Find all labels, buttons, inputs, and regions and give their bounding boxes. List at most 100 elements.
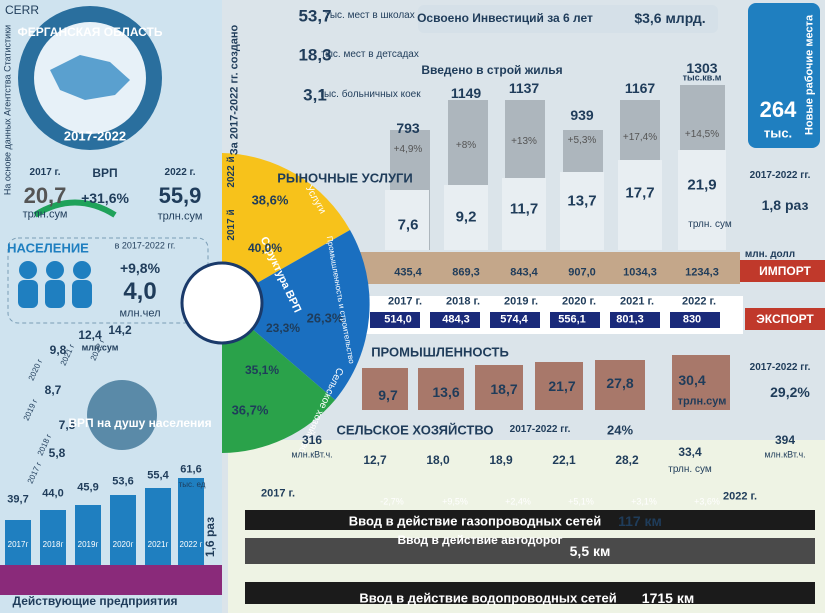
source: На основе данных Агентства Статистики: [2, 24, 13, 196]
label: 7,5: [58, 418, 76, 432]
label: +9,5%: [442, 496, 468, 507]
label: 2017 г.: [260, 487, 296, 500]
label: 1149: [450, 85, 482, 101]
label: Ввод в действие газопроводных сетей: [348, 513, 602, 529]
label: 11,7: [509, 200, 539, 218]
label: 29,2%: [770, 384, 810, 400]
label: 1303: [686, 60, 718, 76]
label: За 2017-2022 гг. создано: [228, 24, 241, 156]
label: 36,7%: [231, 402, 269, 418]
label: млн.чел: [119, 307, 161, 320]
label: 26,3%: [306, 310, 344, 326]
label: $3,6 млрд.: [634, 10, 706, 26]
label: 2022 й: [226, 156, 237, 188]
label: млн.сум: [81, 342, 119, 353]
label: 21,9: [687, 176, 717, 194]
label: 33,4: [678, 445, 702, 459]
label: 1234,3: [685, 266, 719, 279]
label: 13,6: [432, 384, 460, 400]
label: Ввод в действие автодорог: [397, 533, 563, 547]
label: 2019 г.: [503, 295, 539, 308]
label: 2020 г.: [561, 295, 597, 308]
label: трлн.сум: [157, 210, 203, 223]
label: ЭКСПОРТ: [756, 312, 814, 326]
label: 28,2: [615, 453, 639, 467]
label: Новые рабочие места: [803, 14, 816, 136]
label: 20,7: [23, 183, 67, 208]
label: 2020г: [112, 540, 134, 549]
period: 2017-2022: [63, 128, 127, 144]
label: тыс. мест в детсадах: [321, 49, 419, 60]
label: 435,4: [394, 266, 422, 279]
label: 14,2: [108, 323, 132, 337]
label: 2021г: [147, 540, 169, 549]
label: 9,2: [455, 208, 477, 226]
label: 12,7: [363, 453, 387, 467]
label: 12,4: [78, 328, 102, 342]
label: 13,7: [567, 192, 597, 210]
label: 2017г: [7, 540, 29, 549]
label: 39,7: [7, 493, 29, 506]
label: тыс. больничных коек: [319, 89, 421, 100]
label: 53,7: [298, 6, 332, 26]
label: 38,6%: [251, 192, 289, 208]
label: 2017-2022 гг.: [749, 362, 811, 373]
label: тыс.: [763, 125, 793, 141]
label: +5,1%: [568, 496, 594, 507]
label: 1,6 раз: [203, 516, 217, 558]
label: 30,4: [678, 372, 706, 388]
label: 1034,3: [623, 266, 657, 279]
label: 44,0: [42, 487, 64, 500]
label: 18,9: [489, 453, 513, 467]
label: 61,6: [180, 463, 202, 476]
label: РЫНОЧНЫЕ УСЛУГИ: [277, 170, 413, 186]
label: 2019г: [77, 540, 99, 549]
label: ПРОМЫШЛЕННОСТЬ: [371, 344, 509, 360]
label: 23,3%: [265, 321, 301, 335]
label: 5,8: [48, 446, 66, 460]
region-title: ФЕРГАНСКАЯ ОБЛАСТЬ: [17, 25, 163, 39]
label: 2022 г.: [164, 167, 196, 178]
label: 117 км: [618, 513, 662, 529]
label: +9,8%: [119, 260, 161, 276]
label: 484,3: [442, 313, 470, 326]
label: 2017 й: [226, 209, 237, 241]
label: 1137: [508, 80, 540, 96]
logo: CERR: [4, 3, 40, 17]
label: +3,1%: [631, 496, 657, 507]
label: 514,0: [384, 313, 412, 326]
label: трлн.сум: [22, 208, 68, 221]
label: +14,5%: [684, 129, 720, 140]
label: 793: [396, 120, 420, 136]
label: млн.кВт.ч.: [291, 449, 333, 460]
label: 27,8: [606, 375, 634, 391]
label: +13%: [511, 136, 537, 147]
label: тыс. ед: [178, 480, 206, 489]
label: млн.кВт.ч.: [764, 449, 806, 460]
label: 9,7: [378, 387, 398, 403]
label: 801,3: [616, 313, 644, 326]
label: 2018 г.: [445, 295, 481, 308]
label: млн. долл: [744, 249, 796, 260]
label: 1,8 раз: [761, 197, 809, 213]
label: +31,6%: [81, 190, 129, 206]
label: 9,8: [49, 343, 67, 357]
label: 18,7: [490, 381, 518, 397]
label: 2018г: [42, 540, 64, 549]
label: 7,6: [397, 216, 419, 234]
label: 4,0: [123, 278, 157, 305]
label: ИМПОРТ: [759, 264, 811, 278]
label: 843,4: [510, 266, 538, 279]
label: трлн. сум: [688, 219, 732, 230]
label: -2,7%: [380, 496, 404, 507]
label: 53,6: [112, 475, 134, 488]
label: 2017-2022 гг.: [509, 424, 571, 435]
label: трлн. сум: [668, 464, 712, 475]
label: 869,3: [452, 266, 480, 279]
label: 316: [301, 433, 323, 447]
label: 2021 г.: [619, 295, 655, 308]
label: 2017-2022 гг.: [749, 170, 811, 181]
label: 18,3: [298, 45, 332, 65]
label: 8,7: [44, 383, 62, 397]
